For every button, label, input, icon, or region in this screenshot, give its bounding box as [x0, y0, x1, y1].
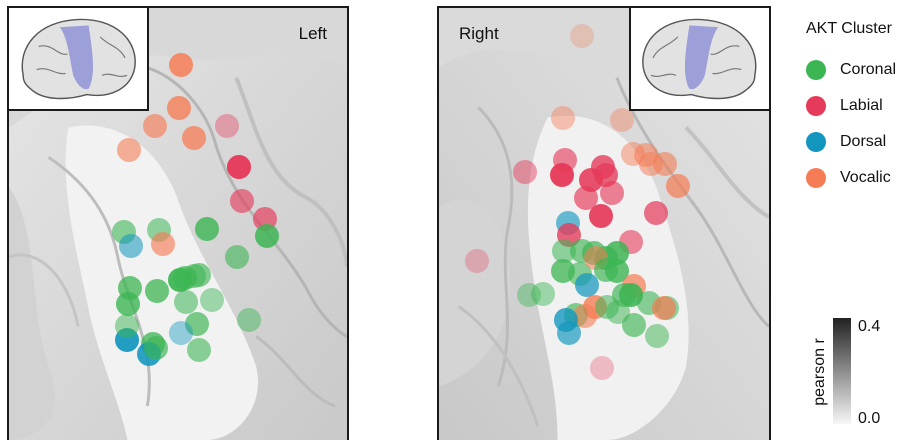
electrode-vocalic: [551, 106, 575, 130]
right-hemisphere-panel: Right: [437, 6, 771, 440]
electrode-labial: [465, 249, 489, 273]
electrode-coronal: [144, 336, 168, 360]
electrode-coronal: [185, 312, 209, 336]
colorbar-max-label: 0.4: [858, 318, 881, 335]
legend-swatch-dorsal: [806, 132, 826, 152]
legend-label: Dorsal: [840, 133, 887, 150]
electrode-coronal: [551, 259, 575, 283]
legend-label: Coronal: [840, 61, 897, 78]
electrode-vocalic: [143, 114, 167, 138]
electrode-vocalic: [570, 24, 594, 48]
electrode-vocalic: [167, 96, 191, 120]
electrode-vocalic: [169, 53, 193, 77]
electrode-vocalic: [666, 174, 690, 198]
electrode-coronal: [115, 314, 139, 338]
right-brain-inset: [629, 8, 769, 111]
electrode-labial: [550, 163, 574, 187]
electrode-coronal: [517, 283, 541, 307]
electrode-coronal: [174, 290, 198, 314]
colorbar-title: pearson r: [811, 338, 828, 406]
right-hemisphere-label: Right: [459, 24, 499, 43]
electrode-coronal: [531, 282, 555, 306]
electrode-vocalic: [652, 296, 676, 320]
colorbar-min-label: 0.0: [858, 410, 881, 427]
electrode-coronal: [187, 263, 211, 287]
electrode-labial: [227, 155, 251, 179]
electrode-coronal: [622, 313, 646, 337]
legend-item-labial: Labial: [806, 88, 910, 124]
left-brain-inset: [9, 8, 149, 111]
legend-title: AKT Cluster: [806, 20, 892, 37]
legend-item-dorsal: Dorsal: [806, 124, 910, 160]
legend-label: Vocalic: [840, 169, 891, 186]
electrode-vocalic: [117, 138, 141, 162]
electrode-vocalic: [653, 152, 677, 176]
electrode-labial: [600, 181, 624, 205]
electrode-vocalic: [610, 108, 634, 132]
legend-swatch-labial: [806, 96, 826, 116]
left-hemisphere-label: Left: [298, 24, 327, 43]
electrode-dorsal: [119, 234, 143, 258]
electrode-coronal: [200, 288, 224, 312]
electrode-labial: [215, 114, 239, 138]
pearson-r-colorbar: [833, 318, 851, 424]
electrode-dorsal: [557, 321, 581, 345]
left-brain-inset-icon: [21, 18, 136, 100]
electrode-coronal: [225, 245, 249, 269]
electrode-coronal: [187, 338, 211, 362]
electrode-vocalic: [151, 232, 175, 256]
electrode-labial: [590, 356, 614, 380]
electrode-labial: [589, 204, 613, 228]
electrode-coronal: [255, 224, 279, 248]
legend-item-coronal: Coronal: [806, 52, 910, 88]
right-brain-inset-icon: [642, 18, 757, 100]
electrode-coronal: [116, 292, 140, 316]
electrode-coronal: [195, 217, 219, 241]
electrode-coronal: [645, 324, 669, 348]
electrode-labial: [644, 201, 668, 225]
legend-swatch-coronal: [806, 60, 826, 80]
legend-label: Labial: [840, 97, 883, 114]
electrode-labial: [513, 160, 537, 184]
electrode-labial: [574, 186, 598, 210]
legend-swatch-vocalic: [806, 168, 826, 188]
left-hemisphere-panel: Left: [7, 6, 349, 440]
cluster-legend: AKT Cluster Coronal Labial Dorsal Vocali…: [806, 20, 910, 196]
legend-item-vocalic: Vocalic: [806, 160, 910, 196]
electrode-coronal: [145, 279, 169, 303]
electrode-dorsal: [169, 321, 193, 345]
electrode-labial: [230, 189, 254, 213]
electrode-dorsal: [575, 273, 599, 297]
electrode-coronal: [237, 308, 261, 332]
electrode-vocalic: [182, 126, 206, 150]
